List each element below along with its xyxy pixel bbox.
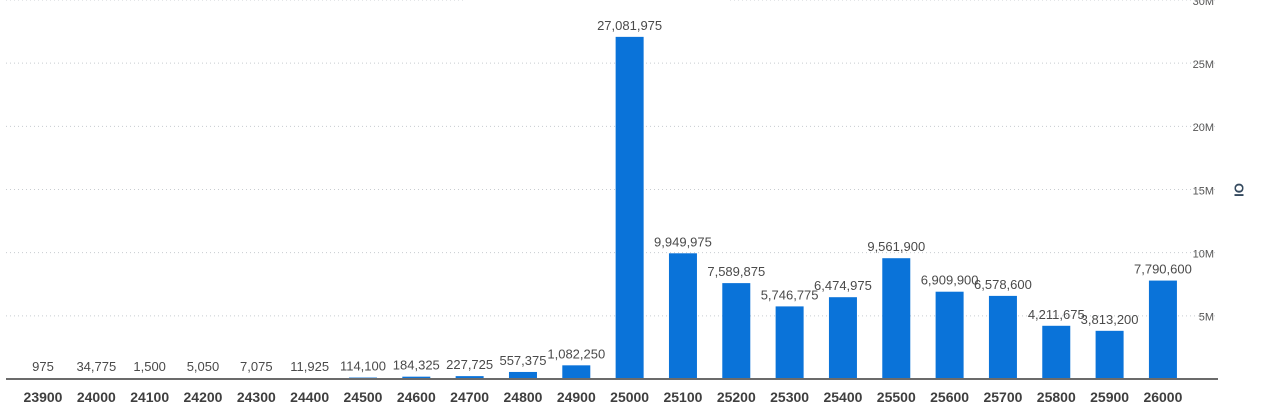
bar-24800[interactable] [508, 371, 537, 379]
data-label-24400: 11,925 [290, 359, 329, 374]
y-tick-label: 15M [1193, 185, 1214, 197]
data-label-25400: 6,474,975 [814, 278, 872, 293]
data-label-25100: 9,949,975 [654, 234, 712, 249]
data-label-25000: 27,081,975 [597, 18, 662, 33]
bar-24700[interactable] [455, 376, 484, 379]
bar-25100[interactable] [668, 253, 697, 379]
x-tick-label-24300: 24300 [237, 389, 276, 405]
y-tick-label: 30M [1193, 0, 1214, 8]
x-tick-label-24500: 24500 [344, 389, 383, 405]
data-label-25500: 9,561,900 [867, 239, 925, 254]
x-tick-label-24900: 24900 [557, 389, 596, 405]
x-axis-ticks: 23900 24000 24100 24200 24300 24400 24500 24600… [24, 389, 1183, 405]
data-label-24000: 34,775 [76, 359, 116, 374]
x-tick-label-25700: 25700 [983, 389, 1022, 405]
bar-25200[interactable] [722, 283, 751, 379]
bar-25000[interactable] [615, 36, 644, 380]
x-tick-label-24000: 24000 [77, 389, 116, 405]
data-label-25200: 7,589,875 [707, 264, 765, 279]
data-label-25800: 4,211,675 [1028, 307, 1085, 322]
y-tick-label: 20M [1193, 122, 1214, 134]
data-label-layer: 975 34,775 1,500 5,050 7,075 11,925 114,100 184… [32, 18, 1192, 374]
x-tick-label-25800: 25800 [1037, 389, 1076, 405]
x-tick-label-25100: 25100 [663, 389, 702, 405]
x-tick-label-23900: 23900 [24, 389, 63, 405]
data-label-24800: 557,375 [499, 353, 546, 368]
data-label-24700: 227,725 [446, 357, 493, 372]
x-tick-label-25900: 25900 [1090, 389, 1129, 405]
data-label-24200: 5,050 [187, 359, 220, 374]
y-tick-label: 10M [1193, 249, 1214, 261]
x-tick-label-24200: 24200 [184, 389, 223, 405]
data-label-24500: 114,100 [340, 359, 386, 374]
x-tick-label-26000: 26000 [1143, 389, 1182, 405]
chart-header-box [463, 0, 727, 18]
x-tick-label-24800: 24800 [504, 389, 543, 405]
bar-24900[interactable] [562, 365, 591, 379]
data-label-23900: 975 [32, 359, 54, 374]
y-axis-title: OI [1232, 183, 1247, 197]
data-label-25600: 6,909,900 [921, 273, 979, 288]
x-tick-label-25300: 25300 [770, 389, 809, 405]
x-tick-label-24600: 24600 [397, 389, 436, 405]
x-tick-label-24700: 24700 [450, 389, 489, 405]
data-label-25700: 6,578,600 [974, 277, 1032, 292]
x-tick-label-25200: 25200 [717, 389, 756, 405]
data-label-24600: 184,325 [393, 358, 440, 373]
y-tick-label: 5M [1199, 312, 1214, 324]
x-tick-label-24100: 24100 [130, 389, 169, 405]
y-tick-label: 25M [1193, 59, 1214, 71]
x-tick-label-25600: 25600 [930, 389, 969, 405]
bar-25300[interactable] [775, 306, 804, 379]
bar-25900[interactable] [1095, 330, 1124, 379]
data-label-24900: 1,082,250 [547, 346, 605, 361]
data-label-25300: 5,746,775 [761, 287, 819, 302]
data-label-24300: 7,075 [240, 359, 273, 374]
x-tick-label-25500: 25500 [877, 389, 916, 405]
bar-24600[interactable] [402, 376, 431, 379]
bar-25500[interactable] [882, 258, 911, 379]
x-tick-label-25400: 25400 [823, 389, 862, 405]
data-label-26000: 7,790,600 [1134, 262, 1192, 277]
bar-25600[interactable] [935, 291, 964, 379]
data-label-25900: 3,813,200 [1081, 312, 1139, 327]
x-tick-label-25000: 25000 [610, 389, 649, 405]
bar-26000[interactable] [1148, 280, 1177, 379]
x-tick-label-24400: 24400 [290, 389, 329, 405]
bar-25800[interactable] [1042, 325, 1071, 379]
grid-layer [6, 0, 1218, 317]
bar-layer [29, 36, 1177, 380]
y-axis-ticks: 5M 10M 15M 20M 25M 30M [1193, 0, 1214, 324]
bar-25400[interactable] [828, 297, 857, 379]
data-label-24100: 1,500 [133, 359, 166, 374]
bar-25700[interactable] [988, 295, 1017, 379]
